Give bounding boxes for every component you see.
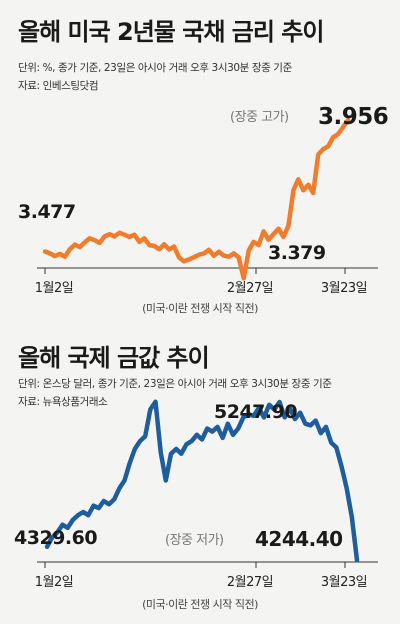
start-value-label: 4329.60 [14, 527, 97, 549]
x-tick-label: 1월2일 [35, 575, 73, 590]
end-tag-label: (장중 고가) [230, 110, 289, 125]
source-note: 자료: 뉴욕상품거래소 [18, 396, 108, 408]
x-tick-label: 2월27일 [227, 575, 273, 590]
x-tick-label: 3월23일 [321, 281, 367, 296]
end-value-label: 4244.40 [255, 527, 343, 551]
event-note: (미국·이란 전쟁 시작 직전) [142, 302, 258, 315]
peak-value-label: 5247.90 [214, 401, 297, 423]
yield-series-line [42, 117, 351, 281]
unit-note: 단위: %, 종가 기준, 23일은 아시아 거래 오후 3시30분 장중 기준 [18, 62, 292, 74]
x-tick-label: 1월2일 [35, 281, 73, 296]
x-tick-label: 2월27일 [227, 281, 273, 296]
start-value-label: 3.477 [18, 201, 76, 223]
source-note: 자료: 인베스팅닷컴 [18, 80, 99, 92]
unit-note: 단위: 온스당 달러, 종가 기준, 23일은 아시아 거래 오후 3시30분 … [18, 378, 332, 390]
gold-series-line [44, 399, 360, 563]
chart-title: 올해 국제 금값 추이 [18, 344, 210, 372]
end-tag-label: (장중 저가) [165, 533, 224, 548]
end-value-label: 3.956 [318, 104, 388, 130]
treasury-yield-panel: 올해 미국 2년물 국채 금리 추이 단위: %, 종가 기준, 23일은 아시… [18, 18, 389, 315]
yield-line-chart: 1월2일 2월27일 3월23일 (미국·이란 전쟁 시작 직전) 3.477 … [18, 104, 389, 315]
chart-title: 올해 미국 2년물 국채 금리 추이 [18, 18, 324, 46]
x-tick-label: 3월23일 [321, 575, 367, 590]
gold-line-chart: 1월2일 2월27일 3월23일 (미국·이란 전쟁 시작 직전) 4329.6… [14, 399, 378, 611]
event-note: (미국·이란 전쟁 시작 직전) [142, 598, 258, 611]
gold-price-panel: 올해 국제 금값 추이 단위: 온스당 달러, 종가 기준, 23일은 아시아 … [0, 322, 400, 624]
low-value-label: 3.379 [268, 242, 326, 264]
